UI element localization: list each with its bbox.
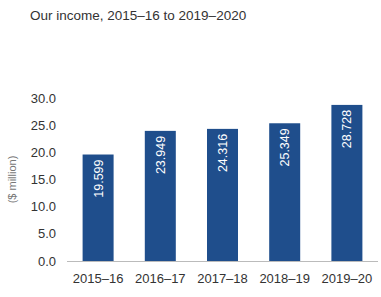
- data-label: 24.316: [216, 134, 230, 172]
- x-tick-label: 2016–17: [135, 271, 186, 286]
- data-label: 25.349: [278, 128, 292, 166]
- bar: [145, 131, 176, 261]
- x-axis-line: [67, 261, 378, 262]
- bar: [83, 155, 114, 261]
- y-tick: [63, 206, 66, 207]
- y-tick-label: 20.0: [31, 145, 56, 160]
- y-tick: [63, 261, 66, 262]
- y-tick: [63, 98, 66, 99]
- y-tick-label: 25.0: [31, 118, 56, 133]
- data-label: 19.599: [92, 159, 106, 197]
- y-axis-label: ($ million): [6, 156, 18, 204]
- bar: [207, 129, 238, 261]
- y-tick-label: 15.0: [31, 172, 56, 187]
- y-tick-label: 0.0: [38, 254, 56, 269]
- y-tick: [63, 233, 66, 234]
- data-label: 28.728: [340, 110, 354, 148]
- x-tick-label: 2018–19: [259, 271, 310, 286]
- x-tick-label: 2019–20: [322, 271, 373, 286]
- data-label: 23.949: [154, 136, 168, 174]
- x-tick-label: 2017–18: [197, 271, 248, 286]
- y-tick: [63, 179, 66, 180]
- y-tick-label: 10.0: [31, 199, 56, 214]
- y-tick-label: 30.0: [31, 91, 56, 106]
- title: Our income, 2015–16 to 2019–2020: [30, 8, 246, 23]
- bars: [83, 105, 363, 261]
- bar: [269, 123, 300, 261]
- y-tick: [63, 125, 66, 126]
- bar: [331, 105, 362, 261]
- y-tick-label: 5.0: [38, 226, 56, 241]
- x-tick-label: 2015–16: [73, 271, 124, 286]
- chart-svg: Our income, 2015–16 to 2019–2020 ($ milli…: [0, 0, 381, 297]
- y-tick: [63, 152, 66, 153]
- chart-container: Our income, 2015–16 to 2019–2020 ($ milli…: [0, 0, 381, 297]
